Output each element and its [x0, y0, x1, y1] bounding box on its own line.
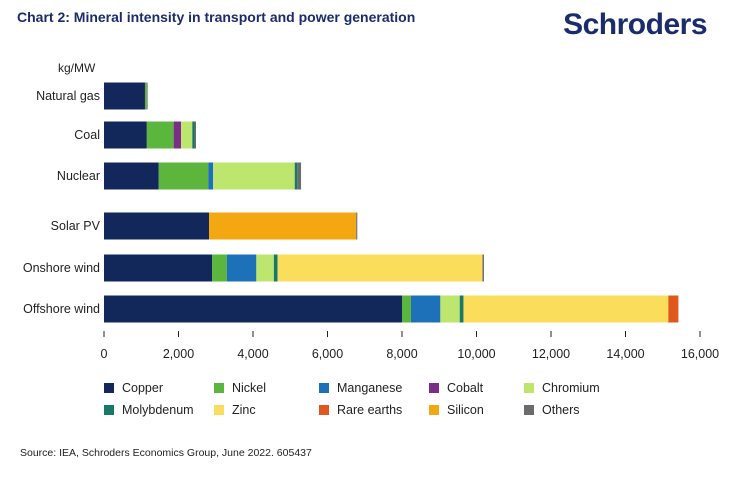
- bar-onshore-wind-manganese: [226, 254, 257, 282]
- legend-label-rare-earths: Rare earths: [337, 403, 403, 417]
- bar-nuclear-chromium: [213, 162, 295, 190]
- bar-nuclear-manganese: [208, 162, 214, 190]
- bar-offshore-wind-copper: [104, 295, 402, 323]
- legend-item-manganese: Manganese: [319, 381, 429, 395]
- bar-coal-copper: [104, 121, 147, 149]
- category-label-coal: Coal: [74, 128, 100, 142]
- bar-onshore-wind-molybdenum: [273, 254, 278, 282]
- x-tick-label: 8,000: [386, 347, 417, 361]
- bar-onshore-wind-zinc: [277, 254, 483, 282]
- legend-label-manganese: Manganese: [337, 381, 403, 395]
- brand-logo: Schroders: [563, 8, 707, 41]
- legend-label-silicon: Silicon: [447, 403, 484, 417]
- legend-item-others: Others: [524, 403, 634, 417]
- legend-item-molybdenum: Molybdenum: [104, 403, 214, 417]
- category-label-solar-pv: Solar PV: [51, 219, 101, 233]
- bar-nuclear-copper: [104, 162, 159, 190]
- legend-swatch-others: [524, 405, 534, 415]
- x-tick-label: 4,000: [237, 347, 268, 361]
- bar-offshore-wind-zinc: [463, 295, 669, 323]
- category-label-offshore-wind: Offshore wind: [23, 302, 100, 316]
- x-tick-label: 12,000: [532, 347, 570, 361]
- bar-coal-cobalt: [173, 121, 182, 149]
- legend-item-silicon: Silicon: [429, 403, 524, 417]
- bar-offshore-wind-manganese: [410, 295, 441, 323]
- legend-label-others: Others: [542, 403, 580, 417]
- bar-coal-nickel: [146, 121, 174, 149]
- category-label-natural-gas: Natural gas: [36, 89, 100, 103]
- legend-item-nickel: Nickel: [214, 381, 319, 395]
- legend-swatch-rare-earths: [319, 405, 329, 415]
- legend-swatch-chromium: [524, 383, 534, 393]
- legend-label-zinc: Zinc: [232, 403, 256, 417]
- source-note: Source: IEA, Schroders Economics Group, …: [20, 447, 312, 459]
- bar-onshore-wind-nickel: [212, 254, 227, 282]
- bar-onshore-wind-chromium: [256, 254, 274, 282]
- category-label-onshore-wind: Onshore wind: [23, 261, 100, 275]
- bar-onshore-wind-others: [482, 254, 484, 282]
- legend-item-copper: Copper: [104, 381, 214, 395]
- chart-title: Chart 2: Mineral intensity in transport …: [17, 9, 416, 25]
- bar-coal-others: [194, 121, 197, 149]
- x-tick-label: 0: [101, 347, 108, 361]
- legend-label-molybdenum: Molybdenum: [122, 403, 194, 417]
- bar-natural-gas-copper: [104, 82, 145, 110]
- legend-swatch-manganese: [319, 383, 329, 393]
- legend-swatch-zinc: [214, 405, 224, 415]
- bar-solar-pv-silicon: [209, 212, 357, 240]
- bar-offshore-wind-rare-earths: [668, 295, 679, 323]
- legend-label-cobalt: Cobalt: [447, 381, 484, 395]
- chart-plot: Natural gas Coal Nuclear Solar PV Onshore wi…: [23, 82, 719, 361]
- bar-offshore-wind-molybdenum: [459, 295, 464, 323]
- legend-item-cobalt: Cobalt: [429, 381, 524, 395]
- bar-onshore-wind-copper: [104, 254, 213, 282]
- category-label-nuclear: Nuclear: [57, 169, 100, 183]
- bar-natural-gas-others: [146, 82, 148, 110]
- legend-label-chromium: Chromium: [542, 381, 600, 395]
- legend-swatch-copper: [104, 383, 114, 393]
- legend-label-nickel: Nickel: [232, 381, 267, 395]
- x-tick-label: 14,000: [606, 347, 644, 361]
- legend-item-zinc: Zinc: [214, 403, 319, 417]
- y-axis-unit-label: kg/MW: [58, 61, 96, 75]
- bar-nuclear-others: [297, 162, 302, 190]
- x-tick-label: 10,000: [457, 347, 495, 361]
- x-tick-label: 2,000: [163, 347, 194, 361]
- legend-label-copper: Copper: [122, 381, 163, 395]
- legend-swatch-molybdenum: [104, 405, 114, 415]
- legend-swatch-nickel: [214, 383, 224, 393]
- bar-offshore-wind-nickel: [402, 295, 411, 323]
- x-tick-label: 6,000: [312, 347, 343, 361]
- bar-offshore-wind-chromium: [440, 295, 460, 323]
- legend-item-rare-earths: Rare earths: [319, 403, 429, 417]
- legend-swatch-cobalt: [429, 383, 439, 393]
- x-tick-label: 16,000: [681, 347, 719, 361]
- bar-nuclear-molybdenum: [294, 162, 298, 190]
- bar-solar-pv-copper: [104, 212, 210, 240]
- bar-nuclear-nickel: [158, 162, 209, 190]
- bar-natural-gas-nickel: [144, 82, 147, 110]
- bar-solar-pv-others: [356, 212, 358, 240]
- bar-coal-chromium: [181, 121, 193, 149]
- chart-legend: Copper Nickel Manganese Cobalt Chromium …: [104, 381, 664, 417]
- legend-swatch-silicon: [429, 405, 439, 415]
- legend-item-chromium: Chromium: [524, 381, 634, 395]
- bar-coal-molybdenum: [192, 121, 195, 149]
